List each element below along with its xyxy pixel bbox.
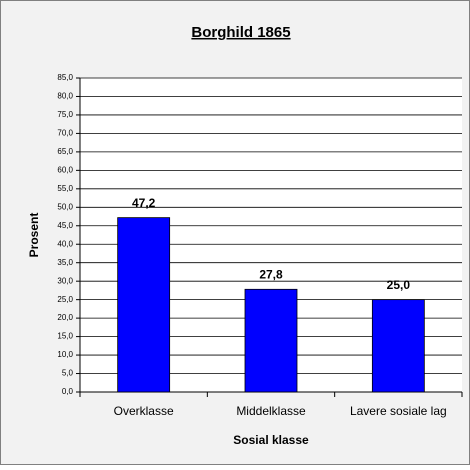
y-tick-label: 75,0	[57, 110, 73, 119]
x-tick-label: Lavere sosiale lag	[350, 404, 447, 418]
y-tick-label: 0,0	[62, 387, 74, 396]
data-label: 27,8	[259, 267, 283, 281]
x-axis-label: Sosial klasse	[233, 433, 309, 447]
y-tick-label: 15,0	[57, 332, 73, 341]
y-axis-label: Prosent	[27, 213, 41, 258]
x-tick-label: Middelklasse	[236, 404, 306, 418]
chart-title: Borghild 1865	[191, 24, 290, 41]
y-tick-label: 40,0	[57, 239, 73, 248]
y-tick-label: 45,0	[57, 221, 73, 230]
bar	[371, 299, 425, 393]
bar	[244, 288, 298, 393]
y-tick-label: 35,0	[57, 258, 73, 267]
y-tick-label: 70,0	[57, 129, 73, 138]
y-tick-label: 60,0	[57, 165, 73, 174]
y-tick-label: 65,0	[57, 147, 73, 156]
data-label: 25,0	[387, 278, 411, 292]
y-tick-label: 20,0	[57, 313, 73, 322]
y-tick-label: 55,0	[57, 184, 73, 193]
y-tick-label: 10,0	[57, 350, 73, 359]
y-tick-label: 25,0	[57, 295, 73, 304]
y-tick-label: 85,0	[57, 73, 73, 82]
data-label: 47,2	[132, 196, 156, 210]
y-tick-label: 50,0	[57, 202, 73, 211]
y-tick-label: 5,0	[62, 369, 74, 378]
y-tick-label: 80,0	[57, 92, 73, 101]
y-tick-label: 30,0	[57, 276, 73, 285]
x-tick-label: Overklasse	[114, 404, 174, 418]
bar	[117, 217, 171, 393]
